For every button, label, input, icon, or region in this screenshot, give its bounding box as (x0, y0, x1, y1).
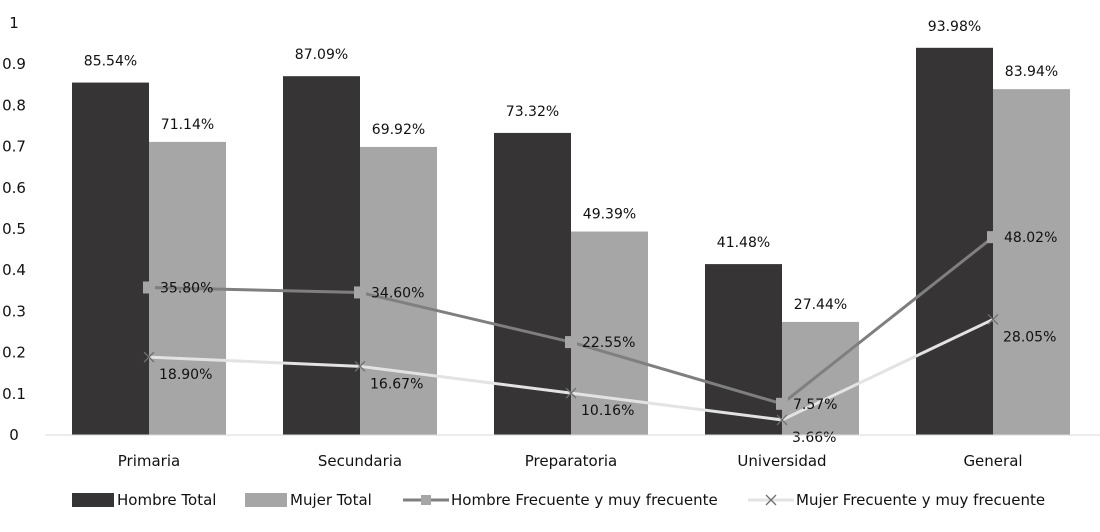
legend-item: Hombre Frecuente y muy frecuente (403, 491, 718, 509)
bar (360, 146, 437, 435)
line-data-label: 18.90% (159, 367, 212, 383)
x-axis: Primaria Secundaria Preparatoria Universida… (45, 434, 1100, 470)
legend-label: Mujer Frecuente y muy frecuente (796, 491, 1045, 509)
y-tick-label: 0.3 (2, 302, 26, 320)
bar-data-label: 83.94% (1005, 64, 1058, 80)
y-axis: 0 0.1 0.2 0.3 0.4 0.5 0.6 0.7 0.8 0.9 1 (2, 14, 26, 444)
bar (705, 264, 782, 435)
line-data-label: 34.60% (371, 285, 424, 301)
bar-data-label: 49.39% (583, 207, 636, 223)
line-point-marker (354, 360, 366, 372)
y-tick-label: 0.5 (2, 220, 26, 238)
bar-data-label: 73.32% (506, 104, 559, 120)
bar-data-label: 85.54% (84, 54, 137, 70)
y-tick-label: 0.6 (2, 179, 26, 197)
legend-label: Hombre Frecuente y muy frecuente (451, 491, 718, 509)
line-data-label: 7.57% (793, 397, 837, 413)
line-data-label: 48.02% (1004, 230, 1057, 246)
y-tick-label: 0 (9, 426, 19, 444)
legend-marker (421, 495, 431, 505)
bar-data-label: 93.98% (928, 19, 981, 35)
y-tick-label: 0.8 (2, 96, 26, 114)
legend-item: Mujer Total (245, 491, 372, 509)
line-point-marker (776, 414, 788, 426)
bar (782, 321, 859, 435)
data-labels: 85.54% 87.09% 73.32% 41.48% 93.98% 71.14% 69.9… (84, 19, 1058, 446)
line-point-marker (987, 313, 999, 325)
legend-swatch (72, 493, 114, 507)
line-point-marker (776, 397, 788, 410)
lines (143, 231, 999, 426)
line-data-label: 16.67% (370, 376, 423, 392)
y-tick-label: 0.1 (2, 385, 26, 403)
bar (72, 82, 149, 436)
bar-data-label: 69.92% (372, 122, 425, 138)
bar-data-label: 87.09% (295, 47, 348, 63)
x-tick-label: Primaria (118, 452, 180, 470)
bars (72, 47, 1070, 436)
x-tick-label: Preparatoria (525, 452, 618, 470)
bar (993, 89, 1070, 435)
line-data-label: 10.16% (581, 403, 634, 419)
line-point-marker (565, 387, 577, 399)
bar-data-label: 41.48% (717, 235, 770, 251)
line-point-marker (143, 351, 155, 363)
line-data-label: 35.80% (160, 281, 213, 297)
bar (283, 76, 360, 435)
y-tick-label: 0.4 (2, 261, 26, 279)
y-tick-label: 1 (9, 14, 19, 32)
legend-item: Mujer Frecuente y muy frecuente (748, 491, 1045, 509)
legend-label: Hombre Total (117, 491, 216, 509)
line-data-label: 28.05% (1003, 329, 1056, 345)
x-tick-label: Secundaria (318, 452, 402, 470)
legend: Hombre Total Mujer Total Hombre Frecuente … (72, 491, 1045, 509)
bar-data-label: 27.44% (794, 297, 847, 313)
legend-label: Mujer Total (290, 491, 372, 509)
legend-marker (765, 494, 777, 506)
line-point-marker (987, 231, 999, 244)
line-data-label: 22.55% (582, 335, 635, 351)
line-data-label: 3.66% (792, 430, 836, 446)
x-tick-label: Universidad (737, 452, 826, 470)
legend-swatch (245, 493, 287, 507)
bar-data-label: 71.14% (161, 117, 214, 133)
y-tick-label: 0.7 (2, 138, 26, 156)
x-tick-label: General (963, 452, 1022, 470)
legend-item: Hombre Total (72, 491, 216, 509)
y-tick-label: 0.2 (2, 344, 26, 362)
line-point-marker (354, 286, 366, 299)
line-point-marker (565, 336, 577, 349)
line-point-marker (143, 281, 155, 294)
bar (916, 47, 993, 435)
y-tick-label: 0.9 (2, 55, 26, 73)
